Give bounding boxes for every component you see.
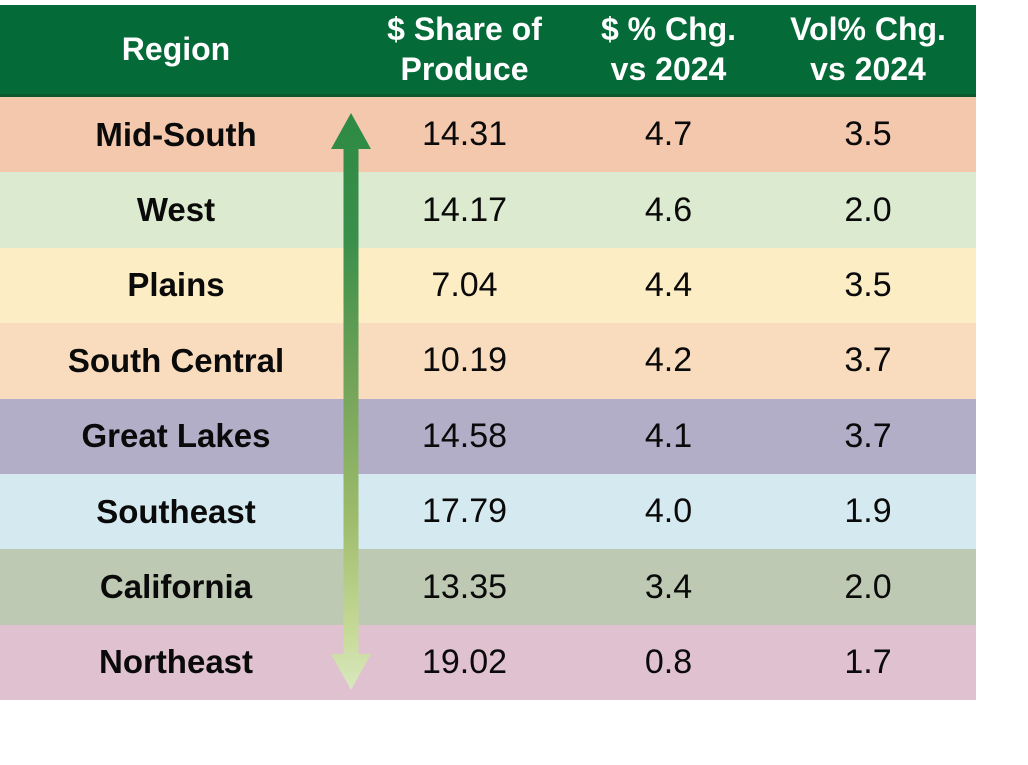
vol-chg-value: 2.0 [844, 190, 892, 229]
header-region-line1: Region [121, 30, 231, 67]
dollar-chg-value: 0.8 [644, 642, 693, 681]
header-cell-region: Region [0, 30, 352, 69]
header-vol-line1: Vol% Chg. [790, 11, 946, 48]
header-share-line1: $ Share of [387, 11, 542, 48]
table-row-west: West 14.17 4.6 2.0 [0, 172, 976, 248]
vol-chg-value: 3.7 [844, 416, 892, 455]
table-header-row: Region $ Share of Produce $ % Chg. vs 20… [0, 5, 976, 97]
dollar-chg-value: 3.4 [644, 567, 693, 606]
table-row-northeast: Northeast 19.02 0.8 1.7 [0, 624, 976, 701]
region-name: Southeast [96, 492, 256, 530]
vol-chg-value: 2.0 [844, 567, 892, 606]
region-name: Plains [127, 266, 225, 304]
vol-chg-value: 3.5 [844, 265, 892, 304]
region-name: Northeast [98, 643, 254, 681]
dollar-chg-value: 4.7 [644, 115, 693, 154]
region-performance-table: Region $ Share of Produce $ % Chg. vs 20… [0, 5, 976, 701]
vol-chg-value: 3.5 [844, 115, 892, 154]
dollar-chg-value: 4.4 [644, 265, 693, 304]
table-row-southeast: Southeast 17.79 4.0 1.9 [0, 473, 976, 550]
header-cell-vol-chg: Vol% Chg. vs 2024 [760, 10, 976, 88]
table-row-mid-south: Mid-South 14.31 4.7 3.5 [0, 97, 976, 173]
share-value: 10.19 [421, 341, 508, 380]
header-cell-dollar-chg: $ % Chg. vs 2024 [577, 10, 760, 88]
region-name: South Central [67, 341, 285, 379]
table-row-great-lakes: Great Lakes 14.58 4.1 3.7 [0, 398, 976, 474]
share-value: 7.04 [431, 265, 498, 304]
region-name: Mid-South [95, 115, 257, 153]
vol-chg-value: 1.7 [844, 642, 892, 681]
share-value: 17.79 [421, 492, 508, 531]
region-name: Great Lakes [81, 417, 271, 455]
dollar-chg-value: 4.2 [644, 341, 693, 380]
share-value: 14.17 [421, 190, 508, 229]
table-row-california: California 13.35 3.4 2.0 [0, 549, 976, 625]
share-value: 14.31 [421, 115, 508, 154]
dollar-chg-value: 4.1 [644, 416, 693, 455]
header-dollar-line2: vs 2024 [610, 50, 727, 87]
table-row-plains: Plains 7.04 4.4 3.5 [0, 247, 976, 324]
header-cell-share: $ Share of Produce [352, 10, 577, 88]
region-name: West [136, 191, 216, 229]
dollar-chg-value: 4.0 [644, 492, 693, 531]
vol-chg-value: 1.9 [844, 492, 892, 531]
header-dollar-line1: $ % Chg. [600, 11, 737, 48]
region-name: California [99, 568, 253, 606]
dollar-chg-value: 4.6 [644, 190, 693, 229]
table-row-south-central: South Central 10.19 4.2 3.7 [0, 323, 976, 399]
header-vol-line2: vs 2024 [810, 50, 926, 87]
header-share-line2: Produce [400, 50, 529, 87]
vol-chg-value: 3.7 [844, 341, 892, 380]
share-value: 14.58 [421, 416, 508, 455]
share-value: 13.35 [421, 567, 508, 606]
share-value: 19.02 [421, 642, 508, 681]
